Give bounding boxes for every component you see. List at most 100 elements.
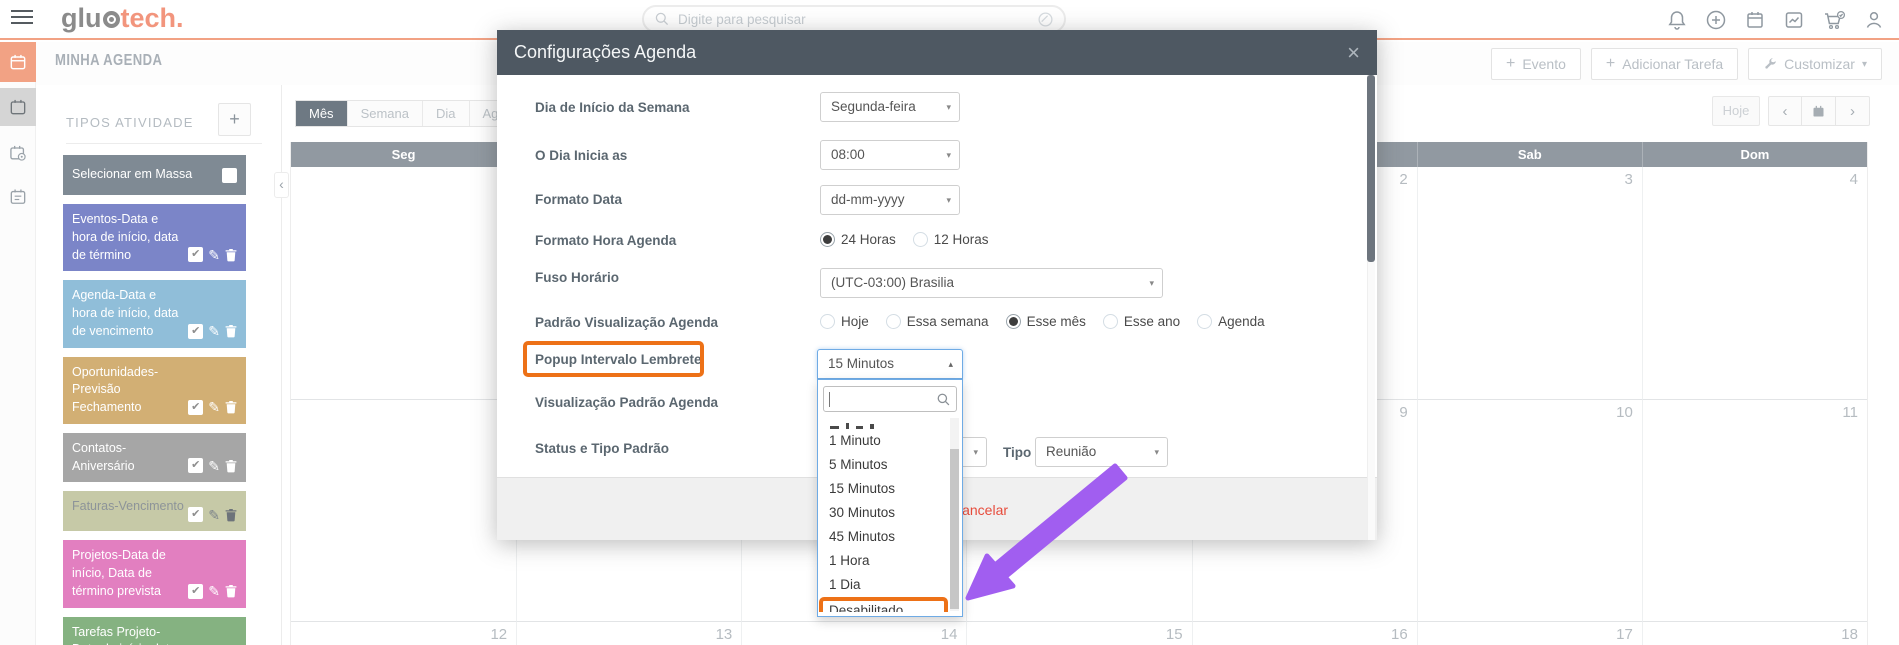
calendar-day-cell[interactable]: 13 bbox=[516, 622, 742, 645]
activity-type-item[interactable]: Agenda-Data e hora de início, data de ve… bbox=[63, 280, 246, 348]
checkbox-icon[interactable]: ✔ bbox=[188, 247, 204, 263]
day-starts-select[interactable]: 08:00 ▾ bbox=[820, 140, 960, 170]
activity-type-item[interactable]: Tarefas Projeto-Data de início data de f… bbox=[63, 616, 246, 645]
checkbox-icon[interactable]: ✔ bbox=[188, 583, 204, 599]
dropdown-option[interactable]: 1 Hora bbox=[829, 553, 870, 568]
calendar-day-cell[interactable] bbox=[291, 167, 517, 400]
caret-down-icon: ▾ bbox=[946, 150, 951, 160]
calendar-icon[interactable] bbox=[1743, 8, 1767, 32]
customize-button[interactable]: Customizar ▾ bbox=[1748, 48, 1882, 80]
calendar-picker-icon[interactable] bbox=[1802, 96, 1836, 126]
timezone-value: (UTC-03:00) Brasilia bbox=[831, 275, 955, 290]
dropdown-search-input[interactable] bbox=[823, 386, 957, 412]
hamburger-menu-icon[interactable] bbox=[11, 10, 33, 28]
calendar-day-cell[interactable]: 18 bbox=[1641, 622, 1867, 645]
dropdown-option[interactable]: Desabilitado bbox=[819, 597, 948, 612]
checkbox-icon[interactable] bbox=[222, 167, 237, 183]
calendar-day-cell[interactable]: 12 bbox=[291, 622, 517, 645]
global-search[interactable] bbox=[642, 5, 1066, 33]
checkbox-icon[interactable]: ✔ bbox=[188, 507, 204, 523]
rail-calendar-clock-icon[interactable] bbox=[0, 134, 36, 172]
dropdown-option[interactable]: 1 Dia bbox=[829, 577, 861, 592]
calendar-day-cell[interactable]: 4 bbox=[1641, 167, 1867, 400]
calendar-day-cell[interactable]: 11 bbox=[1641, 400, 1867, 622]
cart-check-icon[interactable] bbox=[1821, 8, 1847, 32]
dropdown-option[interactable]: 5 Minutos bbox=[829, 457, 888, 472]
timezone-select[interactable]: (UTC-03:00) Brasilia ▾ bbox=[820, 268, 1163, 298]
circle-slash-icon[interactable] bbox=[1037, 11, 1054, 28]
add-event-label: Evento bbox=[1522, 56, 1566, 72]
activity-type-item[interactable]: Selecionar em Massa bbox=[63, 155, 246, 195]
trash-icon[interactable] bbox=[225, 508, 237, 522]
default-view-radios: Hoje Essa semana Esse mês Esse ano Agenda bbox=[820, 311, 1265, 331]
trash-icon[interactable] bbox=[225, 324, 237, 338]
close-icon[interactable]: × bbox=[1347, 39, 1360, 65]
edit-icon[interactable]: ✎ bbox=[208, 457, 220, 474]
calendar-day-cell[interactable] bbox=[291, 400, 517, 622]
week-start-value: Segunda-feira bbox=[831, 99, 916, 114]
tab-dia[interactable]: Dia bbox=[421, 101, 469, 126]
radio-esse-mês[interactable]: Esse mês bbox=[1005, 313, 1086, 329]
trash-icon[interactable] bbox=[225, 459, 237, 473]
search-input[interactable] bbox=[678, 11, 1037, 27]
reports-chart-icon[interactable] bbox=[1782, 8, 1806, 32]
radio-esse-ano[interactable]: Esse ano bbox=[1102, 313, 1180, 329]
checkbox-icon[interactable]: ✔ bbox=[188, 458, 204, 474]
tab-semana[interactable]: Semana bbox=[346, 101, 422, 126]
edit-icon[interactable]: ✎ bbox=[208, 506, 220, 523]
collapse-sidebar-chevron[interactable]: ‹ bbox=[274, 172, 289, 198]
trash-icon[interactable] bbox=[225, 400, 237, 414]
calendar-day-cell[interactable]: 17 bbox=[1416, 622, 1642, 645]
calendar-day-cell[interactable]: 16 bbox=[1191, 622, 1417, 645]
quick-add-icon[interactable] bbox=[1704, 8, 1728, 32]
next-chevron-icon[interactable]: › bbox=[1836, 96, 1870, 126]
calendar-day-cell[interactable]: 15 bbox=[966, 622, 1192, 645]
default-type-select[interactable]: Reunião ▾ bbox=[1035, 437, 1168, 467]
dropdown-option[interactable]: 15 Minutos bbox=[829, 481, 896, 496]
add-activity-type-button[interactable]: + bbox=[218, 103, 251, 136]
radio-agenda[interactable]: Agenda bbox=[1197, 313, 1265, 329]
dropdown-option[interactable]: 1 Minuto bbox=[829, 433, 881, 448]
add-task-button[interactable]: + Adicionar Tarefa bbox=[1590, 48, 1739, 80]
edit-icon[interactable]: ✎ bbox=[208, 323, 220, 339]
edit-icon[interactable]: ✎ bbox=[208, 399, 220, 416]
calendar-day-cell[interactable]: 14 bbox=[741, 622, 967, 645]
trash-icon[interactable] bbox=[225, 248, 237, 262]
activity-type-item[interactable]: Faturas-Vencimento ✔ ✎ bbox=[63, 491, 246, 532]
notifications-bell-icon[interactable] bbox=[1665, 8, 1689, 32]
calendar-day-cell[interactable]: 3 bbox=[1416, 167, 1642, 400]
radio-essa-semana[interactable]: Essa semana bbox=[885, 313, 989, 329]
activity-type-item[interactable]: Oportunidades-Previsão Fechamento ✔ ✎ bbox=[63, 356, 246, 424]
dropdown-option[interactable]: 30 Minutos bbox=[829, 505, 896, 520]
reminder-interval-select[interactable]: 15 Minutos ▴ bbox=[817, 349, 963, 379]
dropdown-option[interactable]: 45 Minutos bbox=[829, 529, 896, 544]
activity-type-list: Selecionar em Massa Eventos-Data e hora d… bbox=[63, 155, 246, 645]
calendar-day-cell[interactable]: 10 bbox=[1416, 400, 1642, 622]
edit-icon[interactable]: ✎ bbox=[208, 583, 220, 599]
user-profile-icon[interactable] bbox=[1862, 8, 1886, 32]
today-button[interactable]: Hoje bbox=[1712, 96, 1760, 126]
brand-logo: glu tech. bbox=[61, 3, 184, 34]
add-event-button[interactable]: + Evento bbox=[1490, 48, 1581, 80]
week-start-select[interactable]: Segunda-feira ▾ bbox=[820, 92, 960, 122]
activity-type-item[interactable]: Contatos-Aniversário ✔ ✎ bbox=[63, 432, 246, 483]
prev-chevron-icon[interactable]: ‹ bbox=[1768, 96, 1802, 126]
edit-icon[interactable]: ✎ bbox=[208, 246, 220, 263]
radio-12-horas[interactable]: 12 Horas bbox=[912, 231, 989, 247]
activity-type-item[interactable]: Eventos-Data e hora de início, data de t… bbox=[63, 204, 246, 272]
date-format-select[interactable]: dd-mm-yyyy ▾ bbox=[820, 185, 960, 215]
activity-type-item[interactable]: Projetos-Data de início, Data de término… bbox=[63, 540, 246, 608]
tipo-label: Tipo bbox=[1003, 445, 1032, 460]
rail-calendar-list-icon[interactable] bbox=[0, 178, 36, 216]
trash-icon[interactable] bbox=[225, 584, 237, 598]
checkbox-icon[interactable]: ✔ bbox=[188, 323, 204, 339]
dropdown-scrollbar-thumb[interactable] bbox=[950, 449, 959, 609]
radio-hoje[interactable]: Hoje bbox=[820, 313, 869, 329]
rail-agenda-icon[interactable] bbox=[0, 42, 36, 82]
radio-24-horas[interactable]: 24 Horas bbox=[820, 231, 896, 247]
plus-icon: + bbox=[1605, 55, 1616, 72]
rail-calendar-icon[interactable] bbox=[0, 88, 36, 126]
checkbox-icon[interactable]: ✔ bbox=[188, 399, 204, 415]
modal-scrollbar-thumb[interactable] bbox=[1367, 75, 1375, 262]
tab-mês[interactable]: Mês bbox=[296, 101, 347, 126]
